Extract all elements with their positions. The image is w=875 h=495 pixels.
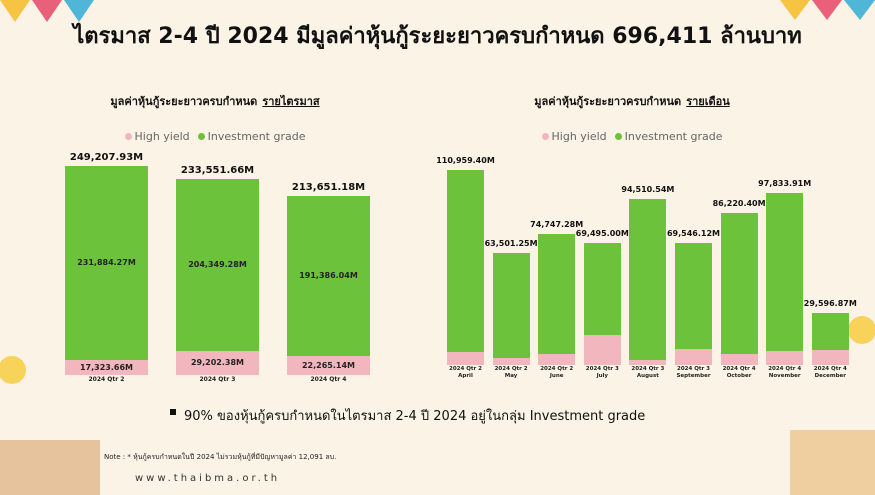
website: www.thaibma.or.th [135,473,281,484]
chart-title: มูลค่าหุ้นกู้ระยะยาวครบกำหนด รายเดือน [432,92,832,110]
bunting [812,0,842,20]
bar-segment [720,213,758,355]
bar-segment [629,359,667,365]
bullet-mark [170,409,176,415]
note: Note : * หุ้นกู้ครบกำหนดในปี 2024 ไม่รวม… [104,453,337,461]
bar-segment [811,350,849,365]
bar-segment [176,179,259,351]
total-label: 86,220.40M [712,199,766,209]
total-label: 97,833.91M [758,179,812,189]
legend-label: High yield [551,130,607,143]
x-tick-label: 2024 Qtr 3 [199,376,236,383]
bar-segment [65,166,148,361]
legend: High yield Investment grade [432,130,832,143]
main-title: ไตรมาส 2-4 ปี 2024 มีมูลค่าหุ้นกู้ระยะยา… [73,24,802,49]
bar-segment [766,350,804,365]
x-tick-label: 2024 Qtr 4 November [768,366,802,379]
bar-segment [766,193,804,351]
value-label: 22,265.14M [301,360,355,370]
total-label: 74,747.28M [530,219,584,229]
bar-segment [811,312,849,351]
flower [848,316,875,344]
bar-segment [287,195,370,357]
value-label: 231,884.27M [77,258,136,268]
x-tick-label: 2024 Qtr 4 [310,376,347,383]
value-label: 204,349.28M [188,259,247,269]
chart-title-text: มูลค่าหุ้นกู้ระยะยาวครบกำหนด [110,95,258,108]
bunting [844,0,875,20]
chart-title-emphasis: รายไตรมาส [262,95,320,108]
x-tick-label: 2024 Qtr 3 September [676,366,711,379]
bar-segment [538,233,576,355]
legend-label: Investment grade [624,130,723,143]
legend-swatch [124,133,132,140]
total-label: 249,207.93M [69,152,144,163]
scene [0,440,100,495]
x-tick-label: 2024 Qtr 2 June [540,366,574,379]
total-label: 29,596.87M [803,298,857,308]
x-tick-label: 2024 Qtr 4 October [722,366,756,379]
x-tick-label: 2024 Qtr 2 [88,376,125,383]
bar-segment [629,198,667,360]
bunting [32,0,62,22]
bar-segment [65,360,148,375]
bar-segment [538,354,576,365]
chart-title-text: มูลค่าหุ้นกู้ระยะยาวครบกำหนด [534,95,682,108]
bunting [64,0,94,22]
bar-segment [287,356,370,375]
bullet-text: 90% ของหุ้นกู้ครบกำหนดในไตรมาส 2-4 ปี 20… [184,409,646,424]
legend-label: Investment grade [207,130,306,143]
x-tick-label: 2024 Qtr 2 May [494,366,528,379]
x-tick-label: 2024 Qtr 2 April [449,366,482,379]
total-label: 213,651.18M [291,181,366,193]
value-label: 29,202.38M [190,357,244,367]
bar-segment [583,242,621,336]
bar-segment [675,242,712,349]
bar-segment [492,253,530,359]
scene [790,430,875,495]
total-label: 94,510.54M [621,184,675,194]
bar-segment [447,351,484,365]
x-tick-label: 2024 Qtr 3 July [585,366,619,379]
bunting [780,0,810,20]
total-label: 110,959.40M [436,156,495,165]
flower [0,356,26,384]
value-label: 17,323.66M [79,362,133,372]
bar-segment [583,335,621,365]
legend: High yield Investment grade [15,130,415,143]
bar-segment [492,358,530,365]
bar-segment [675,348,712,365]
total-label: 69,495.00M [575,228,629,238]
legend-swatch [197,133,205,140]
value-label: 191,386.04M [299,271,358,281]
chart-title: มูลค่าหุ้นกู้ระยะยาวครบกำหนด รายไตรมาส [15,92,415,110]
bar-segment [447,170,484,352]
total-label: 233,551.66M [180,165,255,177]
legend-label: High yield [134,130,190,143]
total-label: 69,546.12M [666,228,720,238]
legend-swatch [614,133,622,140]
bar-segment [176,350,259,375]
total-label: 63,501.25M [484,239,538,249]
x-tick-label: 2024 Qtr 4 December [813,366,847,379]
legend-swatch [541,133,549,140]
bunting [0,0,30,22]
bar-segment [720,354,758,365]
chart-title-emphasis: รายเดือน [686,95,730,108]
x-tick-label: 2024 Qtr 3 August [631,366,665,379]
